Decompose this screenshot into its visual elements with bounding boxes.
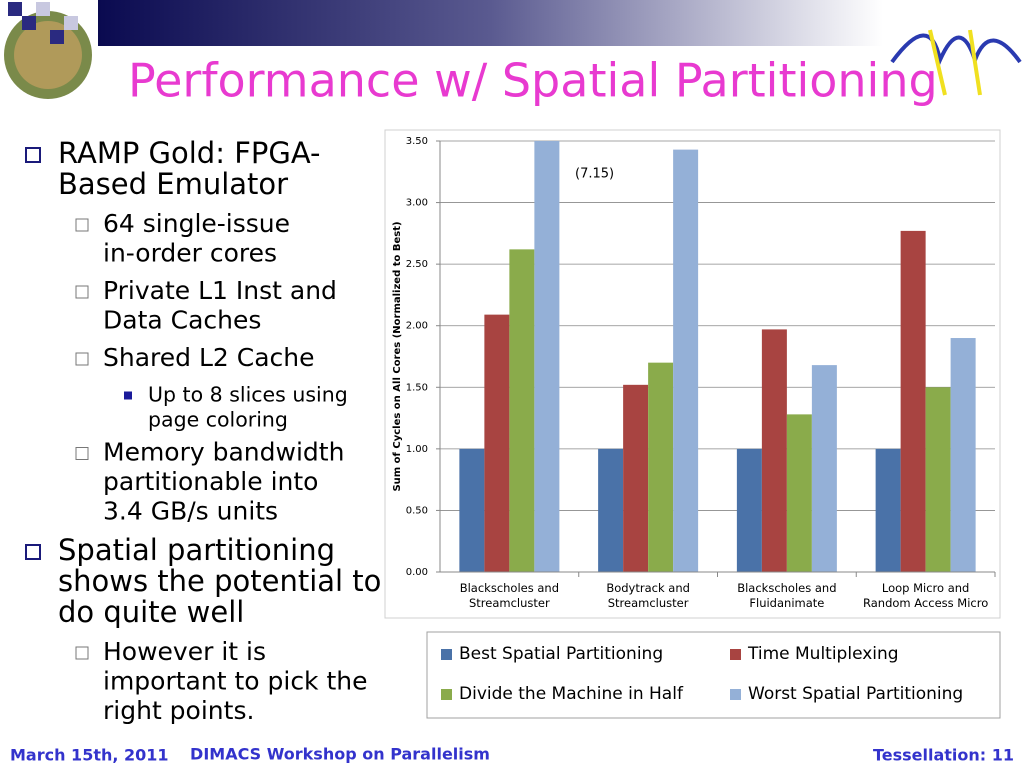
legend-swatch <box>730 649 741 660</box>
bar <box>786 414 812 572</box>
header-band <box>98 0 883 46</box>
bullet-text: Memory bandwidth <box>103 438 344 467</box>
bar <box>925 387 951 572</box>
x-tick-label: Blackscholes and Fluidanimate <box>737 581 837 610</box>
x-tick-label-box: Blackscholes and Fluidanimate <box>737 581 837 610</box>
legend-box <box>426 631 1001 719</box>
bullet-text: Private L1 Inst and <box>103 276 337 305</box>
x-tick-label-box: Bodytrack and Streamcluster <box>606 581 690 610</box>
bar <box>623 384 649 572</box>
y-tick-label: 1.00 <box>406 444 428 455</box>
legend-label: Time Multiplexing <box>747 644 899 664</box>
bullet-text: Shared L2 Cache <box>103 343 315 372</box>
bar <box>648 362 674 572</box>
footer-left: March 15th, 2011 <box>10 746 169 765</box>
bar <box>736 448 762 572</box>
y-tick-label: 3.00 <box>406 198 428 209</box>
bullet-text: right points. <box>103 696 254 725</box>
y-tick-label: 2.00 <box>406 321 428 332</box>
bullet-text: page coloring <box>148 408 288 432</box>
bar <box>509 249 535 572</box>
bullet-text: partitionable into <box>103 467 318 496</box>
bullet-text: Up to 8 slices using <box>148 383 348 407</box>
bullet-marker <box>75 352 89 366</box>
bullet-text: 64 single-issue <box>103 209 290 238</box>
x-tick-label-box: Loop Micro and Random Access Micro <box>863 581 989 610</box>
bullet-text: shows the potential to <box>58 564 381 598</box>
bullet-marker <box>25 147 41 163</box>
annotation: (7.15) <box>575 167 614 182</box>
bullet-text: However it is <box>103 637 266 666</box>
bullet-text: important to pick the <box>103 667 368 696</box>
footer-right: Tessellation: 11 <box>873 746 1014 765</box>
y-tick-label: 2.50 <box>406 259 428 270</box>
legend-label: Best Spatial Partitioning <box>459 644 663 664</box>
bar <box>534 141 560 572</box>
y-tick-label: 1.50 <box>406 382 428 393</box>
x-tick-label: Bodytrack and Streamcluster <box>606 581 690 610</box>
bullet-marker <box>75 285 89 299</box>
bullet-marker <box>75 447 89 460</box>
y-tick-label: 0.00 <box>406 567 428 578</box>
bullet-marker <box>25 544 41 560</box>
legend-swatch <box>441 689 452 700</box>
y-tick-label: 3.50 <box>406 136 428 147</box>
bullet-text: Based Emulator <box>58 167 288 201</box>
y-tick-label: 0.50 <box>406 505 428 516</box>
bullet-text: in-order cores <box>103 239 277 268</box>
left-logo <box>4 2 92 99</box>
bar <box>875 448 901 572</box>
y-axis-label: Sum of Cycles on All Cores (Normalized t… <box>392 221 403 491</box>
plot-area <box>459 141 976 572</box>
chart-frame <box>384 129 1001 619</box>
bar <box>761 329 787 572</box>
bullet-text: RAMP Gold: FPGA- <box>58 136 321 170</box>
bullet-text: 3.4 GB/s units <box>103 497 278 526</box>
bullet-marker <box>124 391 132 400</box>
legend-swatch <box>730 689 741 700</box>
bullet-marker <box>75 218 89 232</box>
bullet-marker <box>75 646 89 660</box>
x-tick-label: Blackscholes and Streamcluster <box>459 581 560 610</box>
slide-title: Performance w/ Spatial Partitioning <box>128 54 938 108</box>
legend-label: Divide the Machine in Half <box>459 684 684 704</box>
bullet-text: Spatial partitioning <box>58 533 335 567</box>
x-tick-label-box: Blackscholes and Streamcluster <box>459 581 560 610</box>
footer-center: DIMACS Workshop on Parallelism <box>190 745 490 764</box>
bar <box>900 230 926 572</box>
bar <box>811 365 837 572</box>
legend-swatch <box>441 649 452 660</box>
right-logo <box>890 29 1022 96</box>
x-tick-label: Loop Micro and Random Access Micro <box>863 581 989 610</box>
bar <box>459 448 485 572</box>
bar <box>673 149 699 572</box>
bullet-text: do quite well <box>58 595 244 629</box>
bullet-text: Data Caches <box>103 306 261 335</box>
bar <box>598 448 624 572</box>
bar <box>950 338 976 572</box>
legend-label: Worst Spatial Partitioning <box>748 684 963 704</box>
bar <box>484 314 510 572</box>
